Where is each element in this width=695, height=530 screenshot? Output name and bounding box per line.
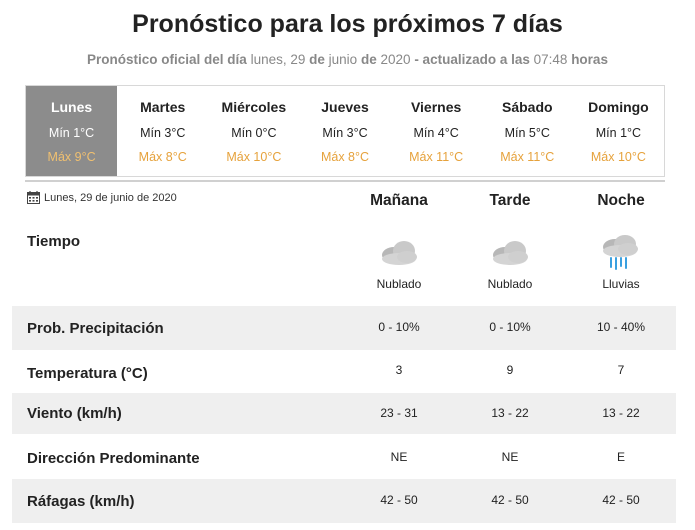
detail-date-text: Lunes, 29 de junio de 2020: [44, 191, 177, 204]
table-cell: 42 - 50: [380, 493, 418, 507]
day-name: Miércoles: [221, 99, 287, 115]
day-name: Viernes: [410, 99, 462, 115]
day-name: Jueves: [321, 99, 369, 115]
table-cell: NE: [390, 450, 408, 464]
rain-icon: [603, 235, 638, 270]
condition-manana: Nublado: [376, 277, 422, 291]
day-min-temp: Mín 3°C: [322, 126, 368, 140]
day-min-temp: Mín 1°C: [48, 126, 95, 140]
condition-tarde: Nublado: [487, 277, 533, 291]
row-label-rafagas: Ráfagas (km/h): [27, 493, 135, 510]
day-name: Sábado: [501, 99, 553, 115]
day-max-temp: Máx 8°C: [138, 150, 187, 164]
day-tab-viernes[interactable]: Viernes Mín 4°C Máx 11°C: [391, 86, 482, 176]
page-title: Pronóstico para los próximos 7 días: [132, 10, 563, 38]
table-cell: 13 - 22: [602, 406, 640, 420]
table-cell: E: [616, 450, 625, 464]
day-max-temp: Máx 10°C: [590, 150, 646, 164]
table-cell: 0 - 10%: [378, 320, 420, 334]
day-max-temp: Máx 10°C: [226, 150, 282, 164]
day-tabs: Lunes Mín 1°C Máx 9°C Martes Mín 3°C Máx…: [25, 85, 665, 177]
page-subtitle: Pronóstico oficial del día lunes, 29 de …: [87, 52, 608, 67]
day-name: Domingo: [588, 99, 649, 115]
divider: [25, 180, 665, 182]
row-label-viento: Viento (km/h): [27, 405, 122, 422]
calendar-icon: [27, 191, 40, 204]
day-max-temp: Máx 11°C: [409, 150, 464, 164]
period-header-noche: Noche: [597, 192, 645, 209]
day-name: Lunes: [50, 99, 93, 115]
row-band: [12, 306, 676, 350]
day-tab-lunes[interactable]: Lunes Mín 1°C Máx 9°C: [26, 86, 118, 176]
day-min-temp: Mín 0°C: [231, 126, 277, 140]
day-min-temp: Mín 1°C: [595, 126, 642, 140]
day-max-temp: Máx 8°C: [320, 150, 370, 164]
day-name: Martes: [140, 99, 186, 115]
table-cell: 10 - 40%: [596, 320, 646, 334]
condition-noche: Lluvias: [602, 277, 640, 291]
cloudy-icon: [493, 241, 528, 265]
table-cell: 3: [395, 363, 403, 377]
row-label-temperatura: Temperatura (°C): [27, 365, 148, 382]
row-label-precipitacion: Prob. Precipitación: [27, 320, 164, 337]
row-band: [12, 393, 676, 434]
day-tab-miercoles[interactable]: Miércoles Mín 0°C Máx 10°C: [208, 86, 299, 176]
row-band: [12, 479, 676, 523]
table-cell: 9: [506, 363, 514, 377]
table-cell: 7: [617, 363, 625, 377]
row-label-tiempo: Tiempo: [27, 233, 81, 250]
period-header-tarde: Tarde: [489, 192, 531, 209]
table-cell: 42 - 50: [602, 493, 640, 507]
detail-date: Lunes, 29 de junio de 2020: [27, 191, 177, 204]
day-tab-sabado[interactable]: Sábado Mín 5°C Máx 11°C: [482, 86, 573, 176]
day-min-temp: Mín 5°C: [504, 126, 550, 140]
day-min-temp: Mín 3°C: [140, 126, 186, 140]
day-tab-jueves[interactable]: Jueves Mín 3°C Máx 8°C: [299, 86, 390, 176]
table-cell: 0 - 10%: [489, 320, 531, 334]
day-tab-martes[interactable]: Martes Mín 3°C Máx 8°C: [117, 86, 208, 176]
day-min-temp: Mín 4°C: [413, 126, 459, 140]
table-cell: NE: [501, 450, 519, 464]
table-cell: 42 - 50: [491, 493, 529, 507]
table-cell: 13 - 22: [491, 406, 529, 420]
day-max-temp: Máx 11°C: [500, 150, 555, 164]
period-header-manana: Mañana: [370, 192, 428, 209]
day-max-temp: Máx 9°C: [47, 150, 96, 164]
cloudy-icon: [382, 241, 417, 265]
row-label-direccion: Dirección Predominante: [27, 450, 200, 467]
table-cell: 23 - 31: [380, 406, 418, 420]
day-tab-domingo[interactable]: Domingo Mín 1°C Máx 10°C: [573, 86, 664, 176]
